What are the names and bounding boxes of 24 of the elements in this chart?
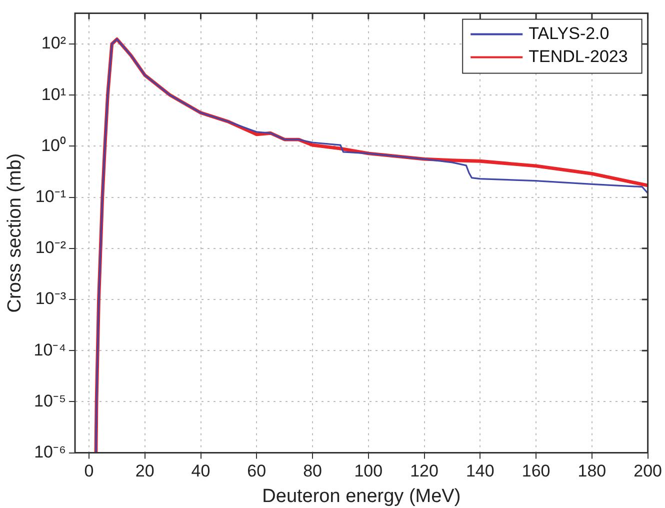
y-tick-label: 10⁰ (41, 136, 66, 155)
y-tick-label: 10⁻¹ (35, 186, 66, 206)
x-tick-label: 160 (522, 462, 550, 481)
y-tick-label: 10⁻³ (35, 289, 66, 308)
x-tick-label: 100 (354, 462, 383, 481)
x-tick-label: 80 (303, 462, 322, 481)
legend-label: TALYS-2.0 (528, 24, 610, 43)
y-tick-label: 10² (41, 34, 66, 53)
x-tick-label: 140 (466, 462, 494, 481)
x-tick-label: 20 (135, 462, 154, 481)
y-tick-label: 10⁻⁶ (34, 442, 66, 462)
x-tick-label: 120 (410, 462, 438, 481)
x-tick-label: 180 (578, 462, 606, 481)
x-tick-label: 0 (84, 462, 94, 481)
y-tick-label: 10⁻² (35, 238, 66, 258)
x-tick-label: 60 (247, 462, 266, 481)
legend-label: TENDL-2023 (528, 46, 628, 66)
y-tick-label: 10⁻⁴ (34, 340, 66, 360)
y-axis-title: Cross section (mb) (4, 153, 26, 313)
x-axis-title: Deuteron energy (MeV) (262, 486, 461, 507)
x-tick-label: 40 (191, 462, 210, 481)
y-tick-label: 10¹ (41, 84, 66, 104)
y-tick-label: 10⁻⁵ (34, 391, 66, 410)
x-tick-label: 200 (634, 462, 662, 481)
